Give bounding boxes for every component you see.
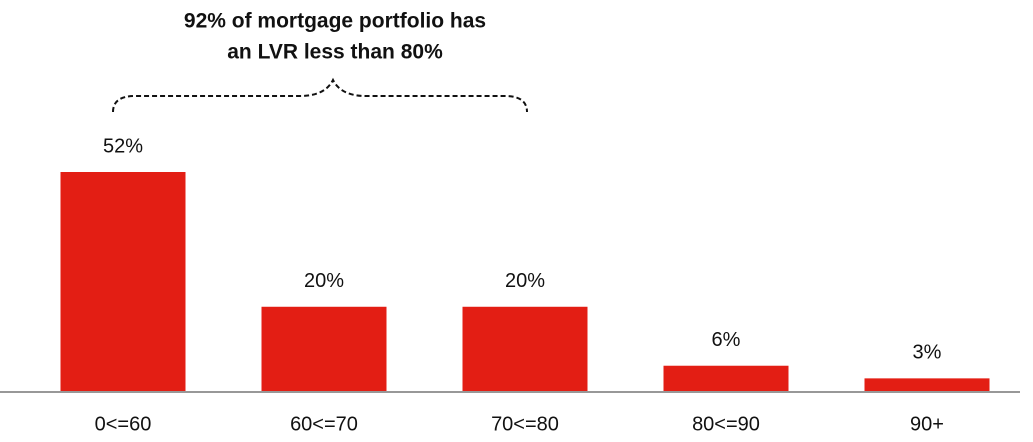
value-label: 6% — [712, 329, 741, 351]
value-label: 20% — [505, 270, 545, 292]
x-tick-label: 80<=90 — [692, 413, 760, 435]
bar — [261, 306, 387, 391]
brace — [112, 77, 528, 113]
annotation: 92% of mortgage portfolio has — [184, 10, 486, 33]
x-tick-label: 60<=70 — [290, 413, 358, 435]
value-label: 20% — [304, 270, 344, 292]
x-tick-label: 90+ — [910, 413, 944, 435]
bar — [462, 306, 588, 391]
bar — [663, 365, 789, 391]
bar — [864, 378, 990, 391]
x-tick-label: 70<=80 — [491, 413, 559, 435]
annotation: an LVR less than 80% — [227, 41, 443, 64]
x-tick-label: 0<=60 — [95, 413, 152, 435]
value-label: 3% — [913, 342, 942, 364]
bar — [60, 172, 186, 391]
value-label: 52% — [103, 135, 143, 157]
